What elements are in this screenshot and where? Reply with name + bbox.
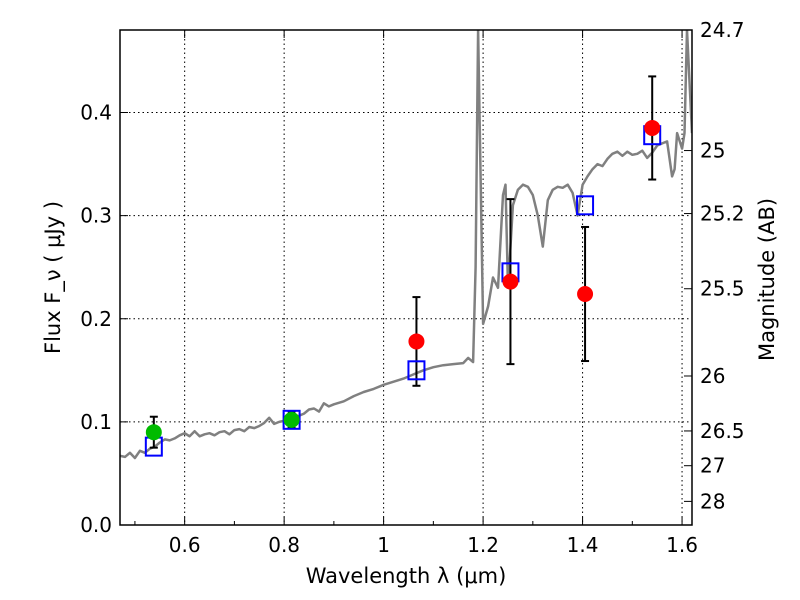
x-tick-label: 1.6 xyxy=(666,533,698,557)
model-photometry-square xyxy=(407,360,426,381)
observed-point xyxy=(283,411,300,428)
observed-point xyxy=(644,119,661,136)
observed-point xyxy=(502,273,519,290)
model-photometry-square xyxy=(576,195,595,216)
y2-axis-title: Magnitude (AB) xyxy=(755,198,779,361)
observed-point xyxy=(145,424,162,441)
plot-frame xyxy=(119,29,693,526)
mag-tick-label: 26.5 xyxy=(700,419,745,443)
mag-tick-label: 28 xyxy=(700,489,725,513)
x-tick-label: 1 xyxy=(377,533,390,557)
error-bars-layer xyxy=(149,75,657,449)
y-tick-label: 0.1 xyxy=(80,410,112,434)
x-tick-label: 0.6 xyxy=(169,533,201,557)
mag-tick-label: 26 xyxy=(700,364,725,388)
observed-point xyxy=(408,333,425,350)
y-tick-label: 0.4 xyxy=(80,101,112,125)
observed-points-layer xyxy=(145,119,661,441)
model-sed-layer xyxy=(120,30,692,460)
observed-point xyxy=(577,286,594,302)
x-tick-label: 1.2 xyxy=(467,533,499,557)
mag-tick-label: 25 xyxy=(700,139,725,163)
mag-tick-label: 25.5 xyxy=(700,277,745,301)
y-tick-label: 0.2 xyxy=(80,307,112,331)
x-tick-label: 0.8 xyxy=(268,533,300,557)
x-tick-label: 1.4 xyxy=(567,533,599,557)
mag-tick-label: 25.2 xyxy=(700,202,745,226)
y-axis-title: Flux F_ν ( μJy ) xyxy=(41,201,66,354)
y-tick-label: 0.0 xyxy=(80,513,112,537)
x-axis-title: Wavelength λ (μm) xyxy=(306,564,507,588)
model-sed-line xyxy=(120,30,692,460)
mag-tick-label: 24.7 xyxy=(700,18,745,42)
ticks-layer: 0.6 0.8 1 1.2 1.4 1.6 0.0 0.1 0.2 0.3 0.4 24.7 25 25.… xyxy=(80,18,744,557)
mag-tick-label: 27 xyxy=(700,454,725,478)
y-tick-label: 0.3 xyxy=(80,204,112,228)
grid-lines xyxy=(120,30,692,525)
